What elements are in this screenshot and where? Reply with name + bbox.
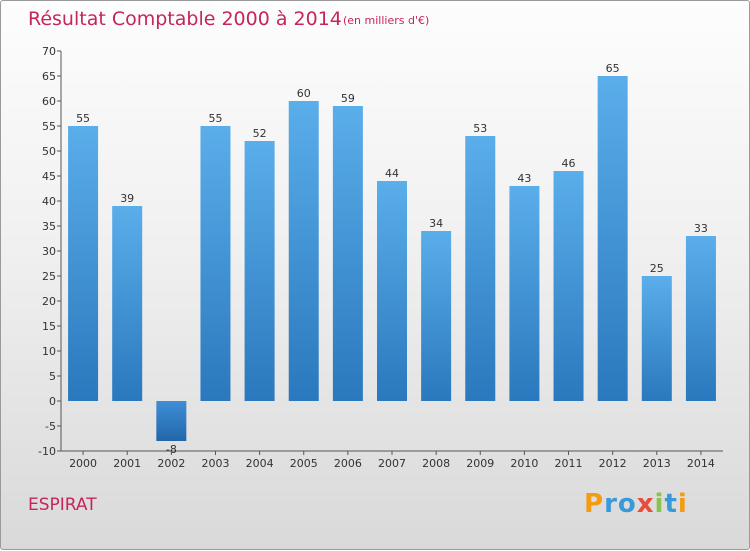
y-tick-label: 70: [42, 45, 56, 58]
chart-subtitle: (en milliers d'€): [343, 14, 430, 27]
y-tick-label: 55: [42, 120, 56, 133]
y-tick-label: -5: [45, 420, 56, 433]
x-tick-label: 2013: [643, 457, 671, 470]
bar: [112, 206, 143, 401]
bar: [641, 276, 672, 401]
x-tick-label: 2014: [687, 457, 715, 470]
bar: [465, 136, 496, 401]
bar: [377, 181, 407, 401]
data-label: 44: [385, 167, 399, 180]
x-tick-label: 2004: [246, 457, 274, 470]
data-label: 25: [650, 262, 664, 275]
y-tick-label: 65: [42, 70, 56, 83]
y-tick-label: 30: [42, 245, 56, 258]
commune-name: ESPIRAT: [28, 495, 97, 515]
bar: [509, 186, 540, 401]
bar: [597, 76, 628, 401]
y-tick-label: 0: [49, 395, 56, 408]
x-tick-label: 2001: [113, 457, 141, 470]
data-label: -8: [166, 443, 177, 456]
data-label: 53: [473, 122, 487, 135]
y-tick-label: -10: [38, 445, 56, 458]
data-label: 59: [341, 92, 355, 105]
x-tick-label: 2009: [466, 457, 494, 470]
bar: [244, 141, 275, 401]
x-tick-label: 2010: [510, 457, 538, 470]
bar: [685, 236, 716, 401]
data-label: 65: [606, 62, 620, 75]
x-tick-label: 2012: [599, 457, 627, 470]
y-tick-label: 10: [42, 345, 56, 358]
data-label: 43: [517, 172, 531, 185]
data-label: 55: [76, 112, 90, 125]
data-label: 39: [120, 192, 134, 205]
bar: [200, 126, 231, 401]
data-label: 33: [694, 222, 708, 235]
bar: [421, 231, 452, 401]
x-tick-label: 2005: [290, 457, 318, 470]
y-tick-label: 15: [42, 320, 56, 333]
x-tick-label: 2006: [334, 457, 362, 470]
x-tick-label: 2002: [157, 457, 185, 470]
data-label: 60: [297, 87, 311, 100]
y-tick-label: 20: [42, 295, 56, 308]
y-tick-label: 50: [42, 145, 56, 158]
data-label: 46: [562, 157, 576, 170]
bar: [288, 101, 319, 401]
x-tick-label: 2003: [201, 457, 229, 470]
x-tick-label: 2000: [69, 457, 97, 470]
x-tick-label: 2008: [422, 457, 450, 470]
y-tick-label: 60: [42, 95, 56, 108]
y-tick-label: 35: [42, 220, 56, 233]
y-tick-label: 40: [42, 195, 56, 208]
y-tick-label: 25: [42, 270, 56, 283]
data-label: 34: [429, 217, 443, 230]
x-tick-label: 2007: [378, 457, 406, 470]
bar: [68, 126, 99, 401]
x-tick-label: 2011: [555, 457, 583, 470]
data-label: 52: [253, 127, 267, 140]
proxiti-logo: Proxiti: [584, 489, 688, 519]
bar: [553, 171, 584, 401]
data-label: 55: [208, 112, 222, 125]
bar: [332, 106, 363, 401]
y-tick-label: 5: [49, 370, 56, 383]
chart-title: Résultat Comptable 2000 à 2014: [28, 8, 342, 30]
bar: [156, 401, 187, 441]
y-tick-label: 45: [42, 170, 56, 183]
